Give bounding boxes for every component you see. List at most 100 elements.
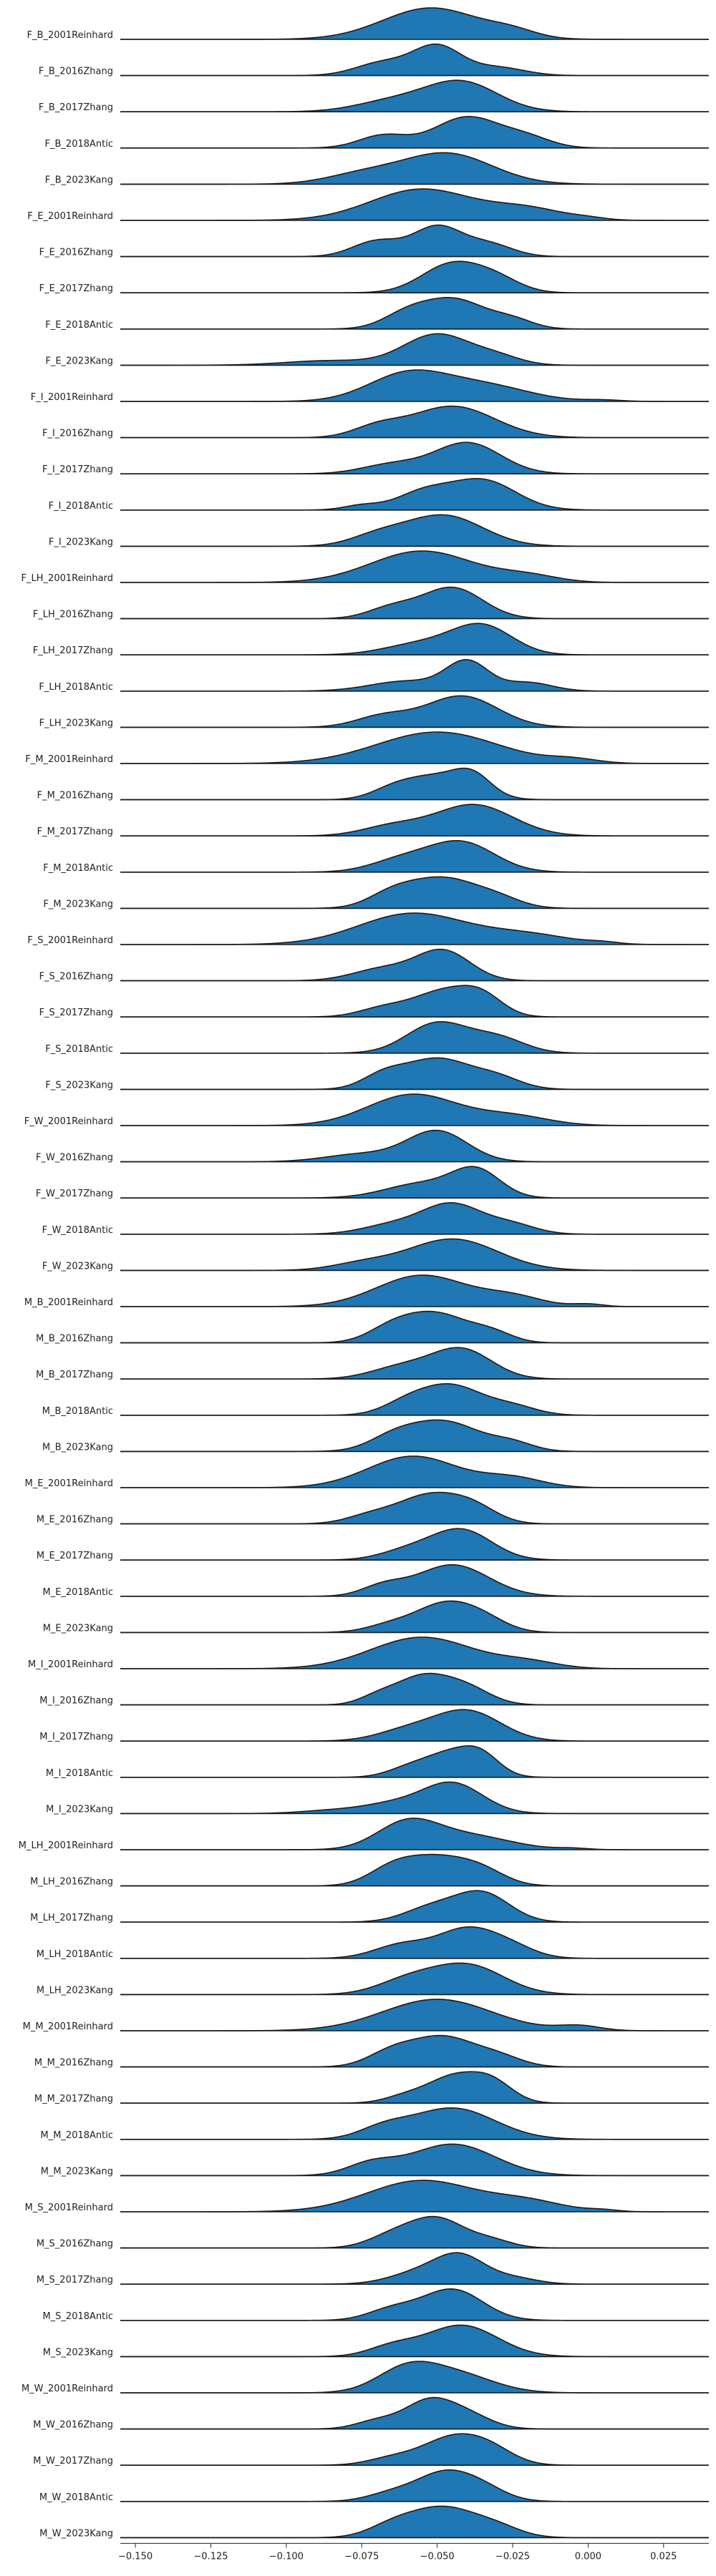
ridge-area	[120, 768, 709, 800]
ridge-area	[120, 1094, 709, 1126]
ridge-row: F_I_2016Zhang	[42, 405, 709, 439]
row-label: M_B_2018Antic	[42, 1406, 113, 1417]
ridge-area	[120, 587, 709, 619]
ridge-area	[120, 804, 709, 836]
ridge-area	[120, 1420, 709, 1452]
row-label: M_B_2001Reinhard	[24, 1297, 113, 1308]
row-label: M_LH_2016Zhang	[30, 1877, 113, 1888]
row-label: M_W_2017Zhang	[33, 2456, 113, 2467]
ridge-row: M_I_2023Kang	[46, 1781, 709, 1815]
ridge-row: M_LH_2001Reinhard	[19, 1818, 709, 1851]
row-label: M_E_2017Zhang	[37, 1551, 113, 1561]
ridge-row: F_I_2018Antic	[49, 477, 709, 512]
ridge-area	[120, 659, 709, 691]
row-label: M_LH_2023Kang	[37, 1985, 113, 1996]
ridge-area	[120, 406, 709, 438]
row-label: F_W_2001Reinhard	[24, 1116, 113, 1127]
ridge-row: F_W_2017Zhang	[36, 1166, 709, 1199]
row-label: F_M_2018Antic	[43, 863, 113, 874]
x-tick-label: −0.125	[193, 2551, 228, 2562]
row-label: M_S_2018Antic	[42, 2311, 113, 2322]
ridge-row: F_E_2018Antic	[45, 296, 709, 331]
row-label: M_B_2017Zhang	[36, 1370, 113, 1380]
ridge-area	[120, 1673, 709, 1705]
ridge-row: F_S_2001Reinhard	[27, 912, 709, 946]
ridge-area	[120, 1311, 709, 1343]
ridge-row: M_E_2001Reinhard	[25, 1455, 709, 1489]
ridge-area	[120, 1564, 709, 1596]
row-label: M_M_2023Kang	[41, 2166, 113, 2177]
ridge-area	[120, 8, 709, 39]
row-label: M_S_2017Zhang	[37, 2275, 113, 2285]
ridge-area	[120, 2144, 709, 2176]
ridge-row: M_E_2016Zhang	[37, 1491, 709, 1526]
ridge-row: F_E_2017Zhang	[39, 260, 709, 294]
ridge-row: M_I_2001Reinhard	[28, 1636, 709, 1670]
row-label: M_E_2018Antic	[42, 1587, 113, 1598]
row-label: M_LH_2017Zhang	[30, 1913, 113, 1923]
ridge-row: F_S_2016Zhang	[39, 948, 709, 982]
ridge-row: F_E_2016Zhang	[39, 224, 709, 258]
ridge-area	[120, 189, 709, 220]
ridge-area	[120, 333, 709, 366]
ridge-row: F_W_2023Kang	[42, 1238, 709, 1272]
ridge-row: M_E_2023Kang	[43, 1600, 709, 1634]
ridge-row: M_B_2001Reinhard	[24, 1274, 709, 1308]
ridge-area	[120, 551, 709, 582]
ridge-area	[120, 1130, 709, 1162]
ridge-row: F_LH_2018Antic	[39, 658, 709, 693]
x-tick-label: −0.075	[344, 2551, 379, 2562]
ridge-row: M_M_2017Zhang	[34, 2071, 709, 2104]
ridge-row: F_S_2018Antic	[45, 1020, 709, 1055]
ridge-area	[120, 1202, 709, 1234]
row-label: M_M_2016Zhang	[34, 2058, 113, 2069]
ridge-area	[120, 1239, 709, 1271]
row-label: F_W_2017Zhang	[36, 1189, 113, 1199]
row-label: F_LH_2016Zhang	[33, 610, 113, 620]
ridge-area	[120, 1818, 709, 1850]
row-label: F_M_2017Zhang	[37, 826, 113, 837]
row-label: M_M_2001Reinhard	[23, 2021, 113, 2032]
ridge-row: M_B_2017Zhang	[36, 1347, 709, 1380]
ridge-row: M_W_2017Zhang	[33, 2433, 709, 2467]
row-label: M_I_2001Reinhard	[28, 1659, 113, 1670]
row-label: M_M_2018Antic	[40, 2130, 113, 2141]
ridge-area	[120, 2325, 709, 2357]
row-label: F_W_2023Kang	[42, 1261, 113, 1272]
ridge-area	[120, 2107, 709, 2140]
ridge-area	[120, 478, 709, 510]
ridge-row: M_M_2001Reinhard	[23, 1999, 709, 2032]
ridge-area	[120, 1456, 709, 1488]
ridge-row: F_LH_2001Reinhard	[21, 550, 709, 584]
ridge-area	[120, 1637, 709, 1669]
row-label: F_S_2017Zhang	[39, 1008, 113, 1018]
ridge-area	[120, 2288, 709, 2321]
row-label: M_M_2017Zhang	[34, 2094, 113, 2104]
row-label: M_S_2023Kang	[43, 2347, 113, 2358]
ridge-row: F_W_2018Antic	[42, 1201, 709, 1236]
row-label: F_S_2001Reinhard	[27, 935, 113, 946]
row-label: M_S_2001Reinhard	[25, 2202, 113, 2213]
ridge-row: M_B_2018Antic	[42, 1382, 709, 1417]
row-label: F_M_2016Zhang	[37, 791, 113, 801]
x-tick-label: −0.150	[118, 2551, 153, 2562]
row-label: M_LH_2018Antic	[37, 1949, 113, 1960]
ridge-row: M_M_2016Zhang	[34, 2034, 709, 2069]
ridge-row: M_M_2023Kang	[41, 2143, 709, 2177]
ridge-row: M_W_2023Kang	[39, 2505, 709, 2539]
row-label: F_I_2023Kang	[49, 537, 113, 547]
ridge-area	[120, 1782, 709, 1814]
ridge-row: M_B_2016Zhang	[36, 1310, 709, 1345]
ridge-area	[120, 840, 709, 872]
row-label: M_B_2023Kang	[42, 1442, 113, 1453]
ridge-row: M_LH_2017Zhang	[30, 1890, 709, 1923]
ridge-row: F_M_2017Zhang	[37, 804, 709, 837]
ridge-area	[120, 2072, 709, 2104]
ridge-area	[120, 1963, 709, 1995]
ridge-row: F_B_2016Zhang	[39, 43, 709, 77]
ridge-area	[120, 2035, 709, 2067]
row-label: F_E_2001Reinhard	[27, 211, 113, 222]
ridge-area	[120, 1528, 709, 1561]
row-label: M_S_2016Zhang	[37, 2239, 113, 2250]
